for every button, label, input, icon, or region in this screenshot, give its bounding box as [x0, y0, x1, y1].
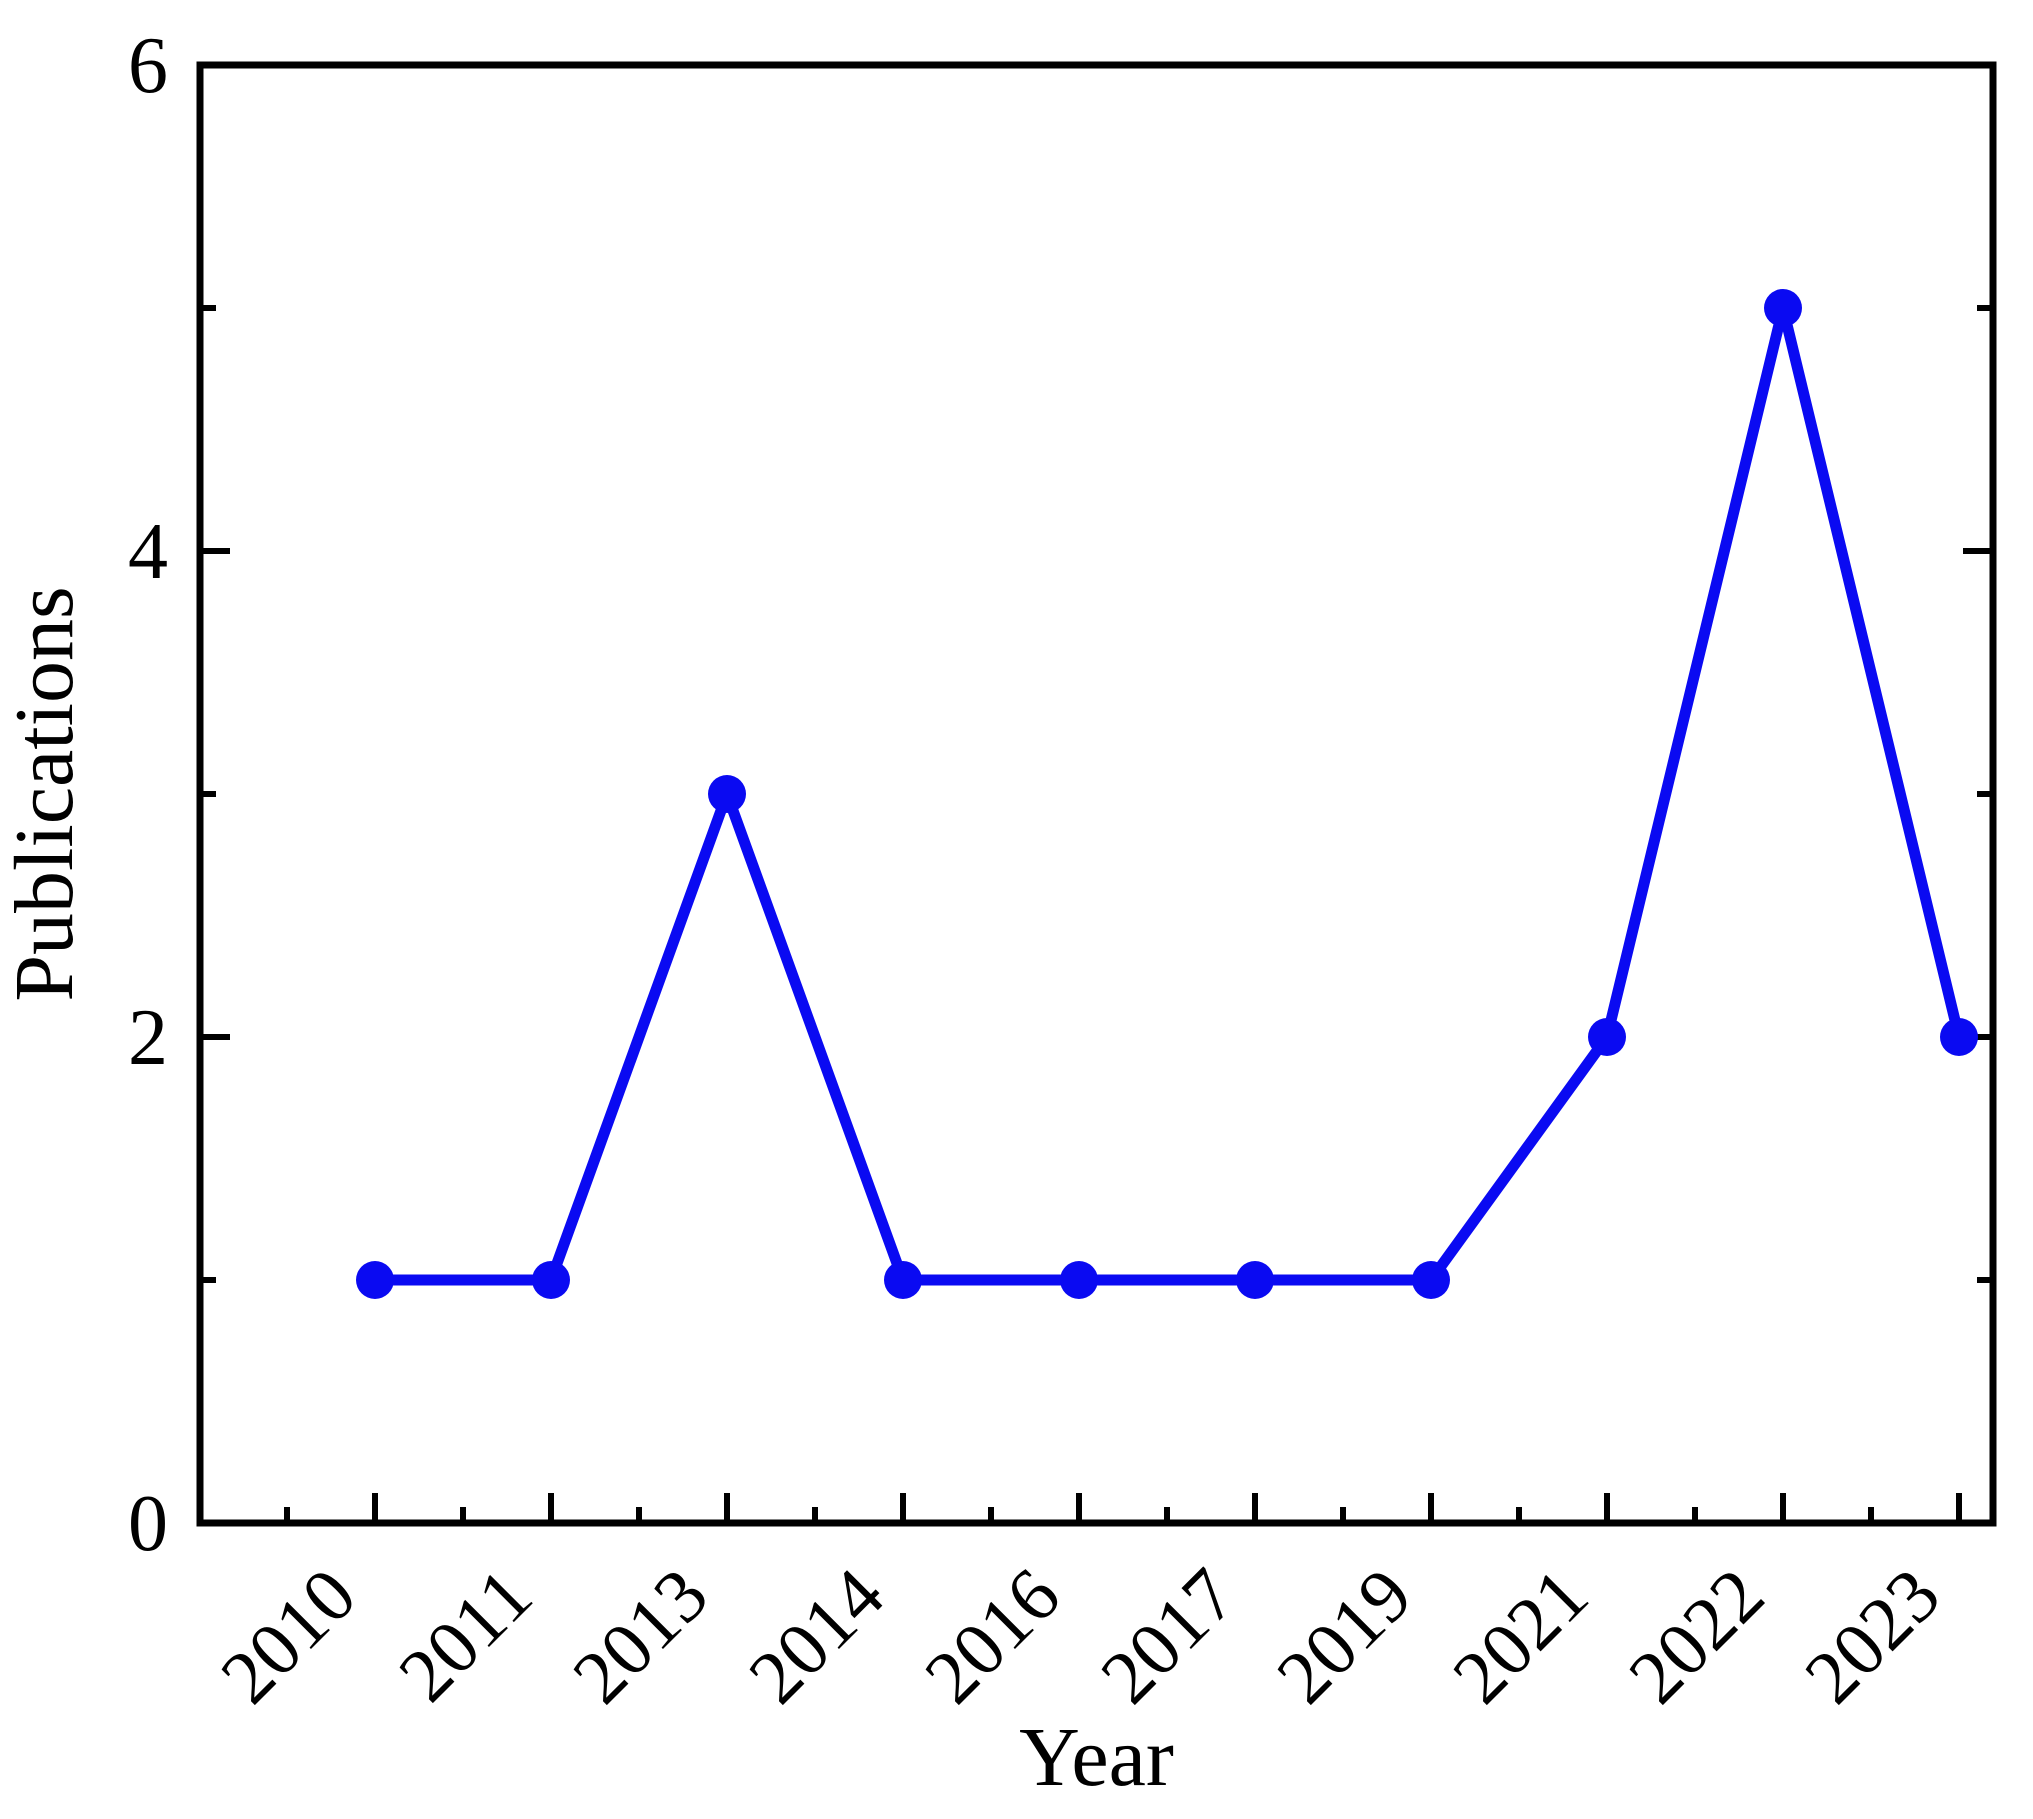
data-point [1060, 1261, 1098, 1299]
y-tick-label: 6 [128, 22, 168, 110]
x-tick-label: 2022 [1613, 1553, 1780, 1720]
x-tick-label: 2016 [909, 1553, 1076, 1720]
x-tick-label: 2014 [733, 1553, 900, 1720]
x-tick-label: 2011 [383, 1553, 548, 1718]
data-point [1588, 1018, 1626, 1056]
x-tick-label: 2010 [205, 1553, 372, 1720]
data-point [1764, 289, 1802, 327]
data-point [884, 1261, 922, 1299]
x-tick-label: 2013 [557, 1553, 724, 1720]
y-tick-label: 0 [128, 1480, 168, 1568]
x-axis-title: Year [1019, 1711, 1174, 1804]
data-line [369, 302, 1965, 1286]
y-tick-label: 2 [128, 994, 168, 1082]
data-point [1940, 1018, 1978, 1056]
data-point [356, 1261, 394, 1299]
data-point [708, 775, 746, 813]
x-tick-label: 2021 [1437, 1553, 1604, 1720]
x-tick-label: 2019 [1261, 1553, 1428, 1720]
x-tick-label: 2023 [1789, 1553, 1956, 1720]
plot-frame [196, 61, 1997, 1527]
y-tick-label: 4 [128, 508, 168, 596]
data-point [532, 1261, 570, 1299]
data-point [1412, 1261, 1450, 1299]
y-axis-title: Publications [0, 586, 91, 1001]
x-tick-label: 2017 [1085, 1553, 1252, 1720]
data-point [1236, 1261, 1274, 1299]
